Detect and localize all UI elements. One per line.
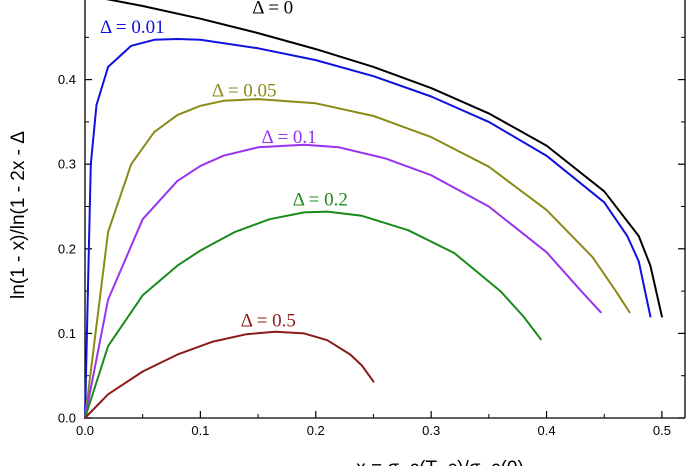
y-tick-label: 0.0	[58, 411, 76, 426]
x-tick-label: 0.3	[422, 423, 440, 438]
series-line	[84, 210, 542, 419]
axes: 0.0 0.1 0.2 0.3 0.4 0.5 0.0 0.1 0.2 0.3 0.4	[58, 0, 686, 438]
x-axis-label: x = σ_c(T_c)/σ_c(0)	[356, 458, 524, 466]
y-tick-label: 0.1	[58, 326, 76, 341]
y-tick-label: 0.4	[58, 72, 76, 87]
series-line	[84, 143, 602, 419]
series-line	[84, 38, 652, 419]
series-labels: Δ = 0 Δ = 0.01 Δ = 0.05 Δ = 0.1 Δ = 0.2 Δ = 0…	[100, 0, 348, 332]
x-tick-label: 0.4	[537, 423, 555, 438]
y-tick-label: 0.2	[58, 241, 76, 256]
series-label: Δ = 0	[252, 0, 293, 19]
x-tick-label: 0.2	[307, 423, 325, 438]
series-label: Δ = 0.01	[100, 17, 165, 38]
series-line	[84, 98, 631, 419]
series-line	[84, 330, 375, 419]
x-tick-label: 0.5	[653, 423, 671, 438]
x-tick-label: 0.1	[191, 423, 209, 438]
series-line	[105, 0, 663, 318]
x-tick-label: 0.0	[76, 423, 94, 438]
series-lines	[84, 0, 663, 419]
series-label: Δ = 0.5	[241, 311, 296, 332]
series-label: Δ = 0.1	[262, 127, 317, 148]
y-tick-label: 0.3	[58, 157, 76, 172]
series-label: Δ = 0.2	[293, 190, 348, 211]
series-label: Δ = 0.05	[212, 81, 277, 102]
y-axis-label: ln(1 - x)/ln(1 - 2x - Δ	[8, 131, 29, 299]
